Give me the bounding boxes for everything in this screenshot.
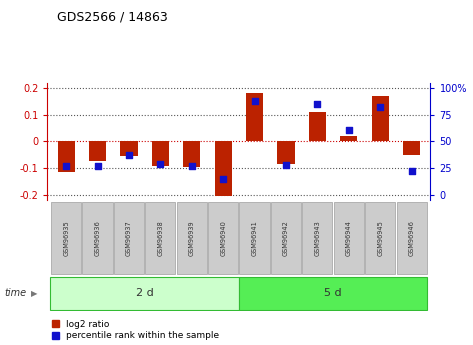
Text: ▶: ▶ [31, 289, 37, 298]
Point [62, 163, 70, 169]
Text: GSM96936: GSM96936 [95, 220, 101, 256]
FancyBboxPatch shape [51, 277, 239, 310]
Bar [372, 96, 389, 141]
Text: GDS2566 / 14863: GDS2566 / 14863 [57, 11, 167, 24]
Point [377, 105, 384, 110]
Point [125, 152, 133, 158]
Text: GSM96944: GSM96944 [346, 220, 352, 256]
Text: 5 d: 5 d [324, 288, 342, 298]
Bar [309, 112, 326, 141]
Bar [277, 141, 295, 164]
Point [188, 163, 195, 169]
Point [314, 101, 321, 107]
FancyBboxPatch shape [239, 201, 270, 275]
FancyBboxPatch shape [302, 201, 333, 275]
Bar [215, 141, 232, 196]
FancyBboxPatch shape [208, 201, 238, 275]
Text: GSM96943: GSM96943 [315, 220, 320, 256]
Text: GSM96935: GSM96935 [63, 220, 69, 256]
FancyBboxPatch shape [334, 201, 364, 275]
Text: GSM96945: GSM96945 [377, 220, 383, 256]
FancyBboxPatch shape [82, 201, 113, 275]
FancyBboxPatch shape [51, 201, 81, 275]
Bar [246, 93, 263, 141]
Bar [58, 141, 75, 172]
Text: GSM96946: GSM96946 [409, 220, 415, 256]
Text: 2 d: 2 d [136, 288, 154, 298]
Text: GSM96938: GSM96938 [158, 220, 163, 256]
Point [157, 161, 164, 167]
Point [408, 169, 415, 174]
FancyBboxPatch shape [271, 201, 301, 275]
Bar [403, 141, 420, 155]
FancyBboxPatch shape [114, 201, 144, 275]
Point [282, 162, 290, 168]
FancyBboxPatch shape [239, 277, 427, 310]
Text: GSM96939: GSM96939 [189, 220, 195, 256]
FancyBboxPatch shape [145, 201, 175, 275]
FancyBboxPatch shape [365, 201, 395, 275]
Bar [152, 141, 169, 166]
Text: GSM96942: GSM96942 [283, 220, 289, 256]
Bar [340, 136, 358, 141]
Text: time: time [5, 288, 27, 298]
FancyBboxPatch shape [177, 201, 207, 275]
Bar [89, 141, 106, 161]
Point [251, 98, 258, 104]
Text: GSM96941: GSM96941 [252, 220, 258, 256]
Point [345, 127, 352, 132]
Text: GSM96940: GSM96940 [220, 220, 226, 256]
Point [94, 163, 101, 169]
Bar [120, 141, 138, 156]
FancyBboxPatch shape [396, 201, 427, 275]
Legend: log2 ratio, percentile rank within the sample: log2 ratio, percentile rank within the s… [52, 320, 219, 341]
Text: GSM96937: GSM96937 [126, 220, 132, 256]
Bar [183, 141, 201, 167]
Point [219, 176, 227, 181]
